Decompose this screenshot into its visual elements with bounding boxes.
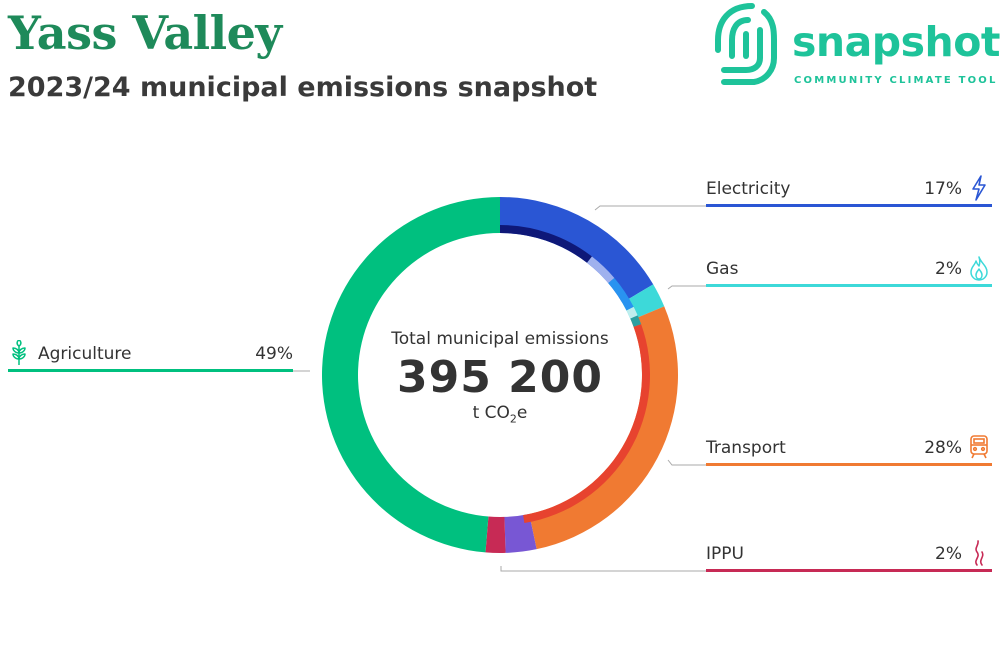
legend-electricity: Electricity 17%: [706, 173, 992, 207]
logo-wordmark: snapshot: [792, 18, 1000, 66]
leader-line-electricity: [594, 205, 706, 211]
outer-ring-segment-transport-2: [529, 306, 678, 550]
inner-ring-segment-gas-3: [626, 306, 638, 319]
chart-subtitle: 2023/24 municipal emissions snapshot: [8, 72, 598, 103]
legend-percent-ippu: 2%: [935, 544, 962, 564]
leader-line-gas: [667, 285, 706, 290]
outer-ring-segment-ippu-4: [485, 516, 506, 553]
outer-ring-segment-agriculture-5: [321, 197, 500, 553]
leader-line-transport: [667, 459, 706, 466]
legend-percent-electricity: 17%: [924, 179, 962, 199]
legend-percent-transport: 28%: [924, 438, 962, 458]
legend-agriculture: Agriculture 49%: [8, 338, 293, 372]
outer-ring-segment-ippu-3: [504, 513, 537, 553]
legend-percent-agriculture: 49%: [255, 344, 293, 364]
inner-ring-segment-gas-4: [630, 315, 642, 327]
legend-bar-gas: [706, 284, 992, 287]
legend-label-electricity: Electricity: [706, 179, 791, 199]
smoke-icon: [975, 540, 984, 566]
legend-label-gas: Gas: [706, 259, 739, 279]
unit-subscript: 2: [509, 412, 517, 426]
lightning-icon: [972, 175, 986, 201]
legend-gas: Gas 2%: [706, 253, 992, 287]
unit-prefix: t CO: [472, 403, 510, 423]
center-unit: t CO2e: [355, 403, 645, 425]
legend-transport: Transport 28%: [706, 432, 992, 466]
inner-ring-segment-electricity-2: [608, 277, 634, 311]
train-icon: [970, 435, 988, 459]
legend-label-ippu: IPPU: [706, 544, 744, 564]
legend-label-transport: Transport: [706, 438, 786, 458]
unit-suffix: e: [516, 403, 528, 423]
legend-bar-transport: [706, 463, 992, 466]
legend-bar-electricity: [706, 204, 992, 207]
legend-bar-agriculture: [8, 369, 293, 372]
logo-tagline: COMMUNITY CLIMATE TOOL: [794, 75, 998, 86]
center-total-value: 395 200: [396, 352, 603, 403]
wheat-icon: [12, 340, 26, 365]
center-total-label: Total municipal emissions: [391, 329, 609, 349]
snapshot-logo: snapshot COMMUNITY CLIMATE TOOL: [712, 0, 1000, 90]
chart-title: Yass Valley: [8, 6, 282, 60]
inner-ring-segment-electricity-1: [587, 256, 615, 284]
legend-bar-ippu: [706, 569, 992, 572]
legend-ippu: IPPU 2%: [706, 538, 992, 572]
fingerprint-logo-icon: [715, 3, 777, 85]
flame-icon: [970, 256, 988, 281]
legend-label-agriculture: Agriculture: [38, 344, 132, 364]
leader-line-ippu: [500, 566, 706, 572]
legend-percent-gas: 2%: [935, 259, 962, 279]
inner-ring-segment-electricity-0: [500, 225, 592, 263]
